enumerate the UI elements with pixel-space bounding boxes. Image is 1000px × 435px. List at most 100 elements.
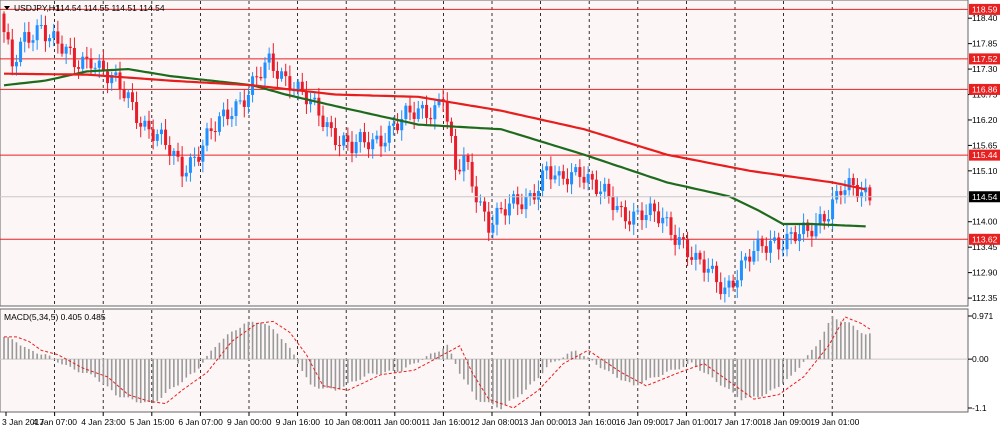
ohlc-readout: 114.54 114.55 114.51 114.54 <box>56 3 165 13</box>
time-tick-label: 10 Jan 08:00 <box>324 417 373 427</box>
candle-body <box>752 250 756 262</box>
candle-body <box>267 53 271 63</box>
candle-body <box>822 214 826 222</box>
candle-body <box>371 139 375 150</box>
candle-body <box>632 211 636 225</box>
candle-body <box>300 81 304 92</box>
fast-moving-average-line <box>4 72 866 191</box>
candle-body <box>619 205 623 208</box>
candle-body <box>172 150 176 156</box>
candle-body <box>64 46 68 54</box>
candle-body <box>781 249 785 251</box>
macd-tick-label: 0.00 <box>972 354 989 364</box>
horizontal-levels[interactable] <box>0 8 968 240</box>
candle-body <box>68 46 72 49</box>
symbol-header[interactable]: USDJPY,H1 114.54 114.55 114.51 114.54 <box>4 3 165 13</box>
level-tag-bg <box>969 233 1000 245</box>
candle-body <box>864 187 868 193</box>
candle-body <box>271 53 275 71</box>
candle-body <box>706 268 710 273</box>
candle-body <box>321 115 325 128</box>
candle-body <box>499 207 503 210</box>
candle-body <box>727 280 731 288</box>
candle-body <box>420 104 424 109</box>
level-price-tags: 118.59 117.52 116.86 115.44 113.62 <box>969 3 1000 245</box>
candle-body <box>333 128 337 146</box>
candle-body <box>462 155 466 172</box>
candle-body <box>72 48 76 68</box>
candle-body <box>636 210 640 212</box>
macd-tick-label: 0.971 <box>972 311 994 321</box>
candle-body <box>466 155 470 162</box>
candle-body <box>607 183 611 197</box>
candle-body <box>773 237 777 241</box>
chevron-down-icon[interactable] <box>4 6 10 10</box>
candle-body <box>710 265 714 269</box>
candle-body <box>23 32 27 42</box>
candle-body <box>495 207 499 225</box>
candle-body <box>19 41 23 62</box>
candle-body <box>847 178 851 191</box>
vertical-grid-main <box>54 1 833 305</box>
level-tag-bg <box>969 53 1000 65</box>
candle-body <box>317 97 321 116</box>
level-tag-bg <box>969 83 1000 95</box>
candle-body <box>789 232 793 234</box>
candle-body <box>77 67 81 69</box>
price-pane[interactable] <box>0 0 969 307</box>
price-tick-label: 115.10 <box>972 166 998 176</box>
time-tick-label: 4 Jan 23:00 <box>81 417 126 427</box>
candle-body <box>503 209 507 216</box>
candle-body <box>118 72 122 90</box>
candle-body <box>155 134 159 141</box>
candle-body <box>483 201 487 212</box>
candle-body <box>594 179 598 195</box>
candle-body <box>6 32 10 40</box>
candle-body <box>549 166 553 180</box>
candle-body <box>135 102 139 123</box>
candle-body <box>553 175 557 180</box>
candle-body <box>590 174 594 180</box>
candle-body <box>723 287 727 295</box>
level-tag-label: 116.86 <box>972 84 998 94</box>
time-tick-label: 16 Jan 09:00 <box>616 417 665 427</box>
candle-body <box>478 201 482 203</box>
candle-body <box>839 191 843 195</box>
price-axis[interactable]: 118.40117.85117.30116.75116.20115.65115.… <box>968 13 998 303</box>
candle-body <box>657 211 661 224</box>
candle-body <box>698 252 702 260</box>
candle-body <box>367 142 371 150</box>
macd-axis[interactable]: 0.971 0.00 -1.1 <box>968 311 994 413</box>
candle-body <box>217 116 221 132</box>
candle-body <box>309 99 313 105</box>
time-tick-label: 6 Jan 07:00 <box>178 417 223 427</box>
candle-body <box>180 156 184 177</box>
candle-body <box>785 233 789 250</box>
candle-body <box>611 196 615 211</box>
candle-body <box>342 135 346 146</box>
candle-body <box>238 100 242 102</box>
candle-body <box>756 238 760 251</box>
candle-body <box>242 100 246 107</box>
candle-body <box>818 214 822 224</box>
candle-body <box>474 186 478 203</box>
candle-body <box>396 123 400 131</box>
time-tick-label: 17 Jan 17:00 <box>713 417 762 427</box>
candle-body <box>97 60 101 68</box>
candle-body <box>101 60 105 72</box>
candle-body <box>487 211 491 233</box>
level-tag-label: 115.44 <box>972 150 998 160</box>
time-tick-label: 17 Jan 01:00 <box>664 417 713 427</box>
candle-body <box>557 171 561 176</box>
candle-body <box>454 135 458 170</box>
price-tick-label: 114.00 <box>972 217 998 227</box>
current-price-tag-label: 114.54 <box>972 192 998 202</box>
candle-body <box>280 71 284 79</box>
candle-body <box>201 145 205 162</box>
candle-body <box>358 132 362 143</box>
candle-body <box>831 199 835 220</box>
candle-body <box>10 39 14 67</box>
